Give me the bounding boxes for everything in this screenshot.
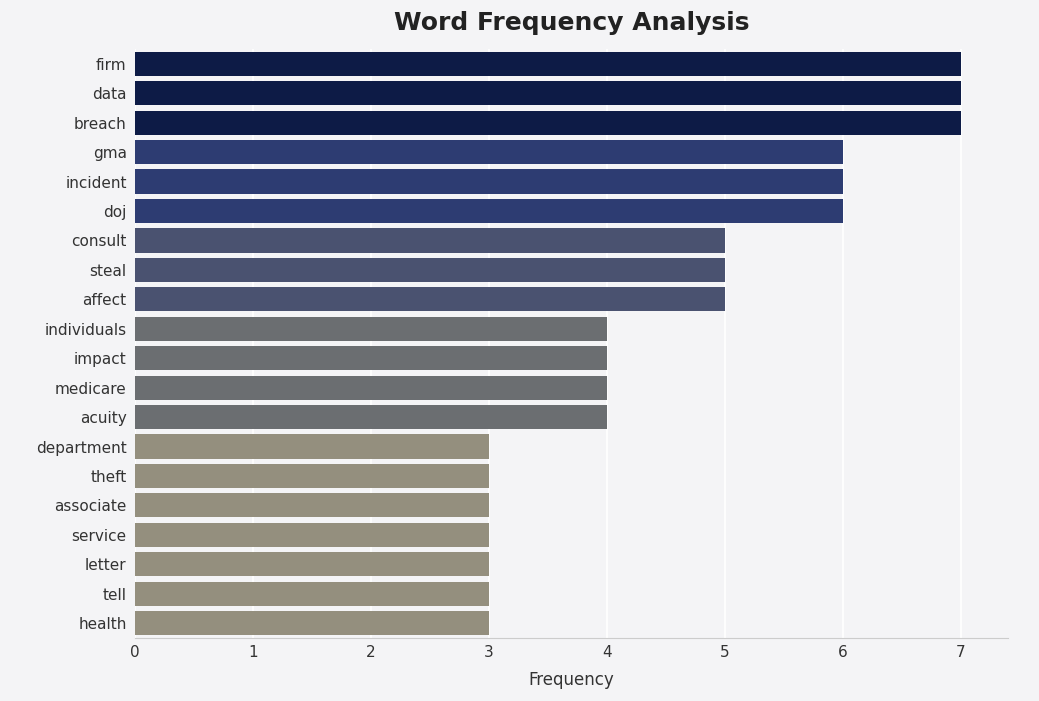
Bar: [135, 405, 607, 429]
Bar: [135, 523, 489, 547]
Bar: [135, 611, 489, 635]
Bar: [135, 552, 489, 576]
Bar: [135, 81, 961, 105]
Bar: [135, 140, 843, 164]
Bar: [135, 582, 489, 606]
Bar: [135, 376, 607, 400]
Bar: [135, 111, 961, 135]
Bar: [135, 52, 961, 76]
Bar: [135, 199, 843, 223]
Bar: [135, 346, 607, 370]
Bar: [135, 258, 725, 282]
Bar: [135, 317, 607, 341]
Bar: [135, 229, 725, 252]
Bar: [135, 170, 843, 193]
Title: Word Frequency Analysis: Word Frequency Analysis: [394, 11, 749, 34]
X-axis label: Frequency: Frequency: [529, 671, 614, 689]
Bar: [135, 287, 725, 311]
Bar: [135, 435, 489, 458]
Bar: [135, 494, 489, 517]
Bar: [135, 464, 489, 488]
